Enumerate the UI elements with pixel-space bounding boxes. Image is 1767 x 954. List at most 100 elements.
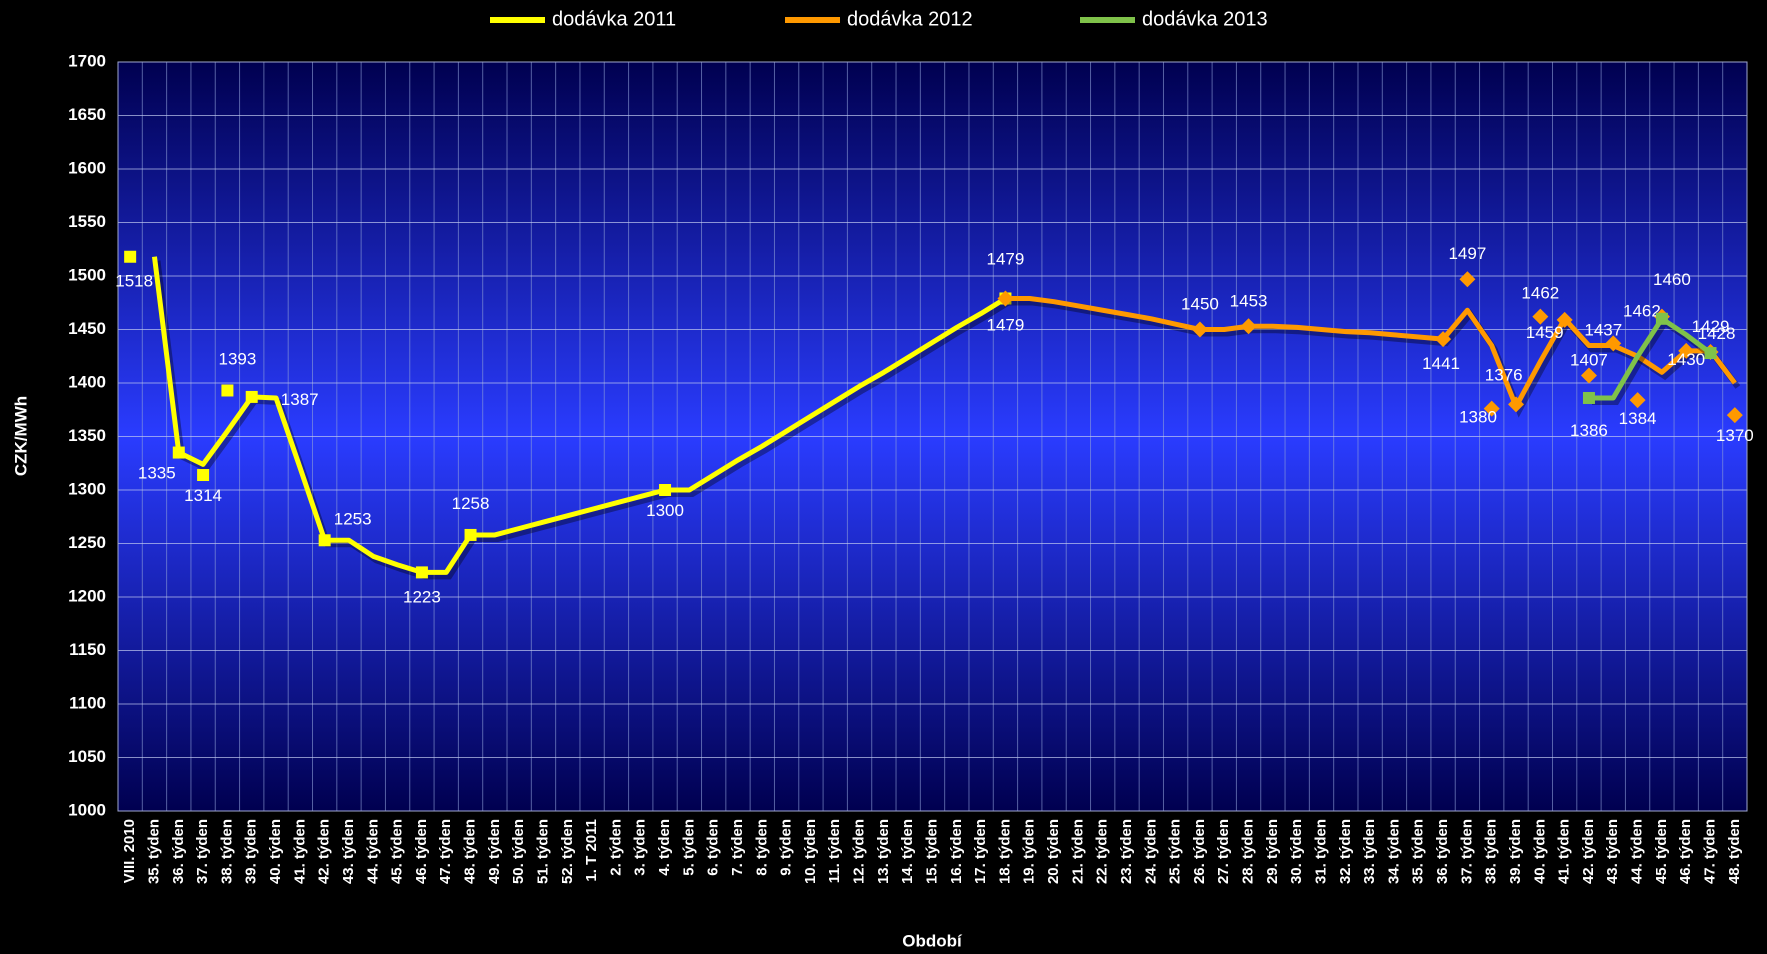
x-tick-label: 10. týden bbox=[802, 819, 819, 884]
y-tick-label: 1150 bbox=[69, 640, 106, 659]
x-tick-label: 16. týden bbox=[948, 819, 965, 884]
x-tick-label: 46. týden bbox=[413, 819, 430, 884]
data-label: 1384 bbox=[1619, 409, 1657, 428]
data-label: 1479 bbox=[987, 249, 1025, 268]
y-tick-label: 1200 bbox=[68, 586, 106, 605]
x-tick-label: 6. týden bbox=[705, 819, 722, 876]
point-marker bbox=[124, 250, 137, 263]
x-tick-label: 14. týden bbox=[899, 819, 916, 884]
point-marker bbox=[415, 566, 428, 579]
x-tick-label: 35. týden bbox=[1410, 819, 1427, 884]
x-tick-label: 39. týden bbox=[1507, 819, 1524, 884]
point-marker bbox=[1240, 318, 1257, 335]
point-marker bbox=[197, 469, 210, 482]
x-tick-label: 29. týden bbox=[1264, 819, 1281, 884]
data-label: 1462 bbox=[1623, 302, 1661, 321]
x-tick-label: 43. týden bbox=[340, 819, 357, 884]
x-tick-label: 38. týden bbox=[1483, 819, 1500, 884]
legend-label: dodávka 2012 bbox=[847, 8, 973, 30]
plot-border bbox=[117, 61, 1748, 812]
x-tick-label: VIII. 2010 bbox=[121, 819, 138, 883]
x-tick-label: 4. týden bbox=[656, 819, 673, 876]
x-tick-label: 42. týden bbox=[1580, 819, 1597, 884]
x-tick-label: 17. týden bbox=[972, 819, 989, 884]
x-tick-label: 24. týden bbox=[1142, 819, 1159, 884]
data-label: 1497 bbox=[1448, 244, 1486, 263]
x-tick-label: 31. týden bbox=[1312, 819, 1329, 884]
x-tick-label: 42. týden bbox=[316, 819, 333, 884]
x-tick-label: 19. týden bbox=[1021, 819, 1038, 884]
data-label: 1314 bbox=[184, 486, 222, 505]
x-tick-label: 30. týden bbox=[1288, 819, 1305, 884]
point-marker bbox=[1678, 342, 1695, 359]
x-tick-label: 20. týden bbox=[1045, 819, 1062, 884]
y-tick-label: 1250 bbox=[68, 533, 106, 552]
point-marker bbox=[1459, 271, 1476, 288]
x-tick-label: 51. týden bbox=[534, 819, 551, 884]
x-tick-label: 45. týden bbox=[1653, 819, 1670, 884]
y-axis-title: CZK/MWh bbox=[11, 396, 30, 476]
point-marker bbox=[1435, 331, 1452, 348]
series-line bbox=[1588, 316, 1713, 401]
y-tick-label: 1700 bbox=[68, 51, 106, 70]
x-tick-label: 32. týden bbox=[1337, 819, 1354, 884]
x-tick-label: 47. týden bbox=[1701, 819, 1718, 884]
y-tick-label: 1450 bbox=[68, 319, 106, 338]
point-marker bbox=[1655, 312, 1668, 325]
point-marker bbox=[1726, 407, 1743, 424]
x-tick-label: 38. týden bbox=[218, 819, 235, 884]
x-tick-label: 43. týden bbox=[1604, 819, 1621, 884]
data-label: 1437 bbox=[1584, 320, 1622, 339]
data-label: 1429 bbox=[1692, 317, 1730, 336]
y-tick-label: 1400 bbox=[68, 372, 106, 391]
x-tick-label: 44. týden bbox=[1629, 819, 1646, 884]
y-tick-label: 1300 bbox=[68, 479, 106, 498]
x-tick-label: 37. týden bbox=[1458, 819, 1475, 884]
x-tick-label: 21. týden bbox=[1069, 819, 1086, 884]
x-tick-label: 40. týden bbox=[1531, 819, 1548, 884]
data-label: 1393 bbox=[218, 349, 256, 368]
point-marker bbox=[1191, 321, 1208, 338]
data-label: 1479 bbox=[987, 315, 1025, 334]
data-label: 1460 bbox=[1653, 270, 1691, 289]
x-tick-label: 37. týden bbox=[194, 819, 211, 884]
x-tick-label: 48. týden bbox=[462, 819, 479, 884]
data-label: 1300 bbox=[646, 501, 684, 520]
y-tick-label: 1550 bbox=[68, 212, 106, 231]
point-marker bbox=[1582, 391, 1595, 404]
x-tick-label: 34. týden bbox=[1385, 819, 1402, 884]
y-tick-label: 1050 bbox=[68, 747, 106, 766]
x-tick-label: 48. týden bbox=[1726, 819, 1743, 884]
data-label: 1462 bbox=[1521, 284, 1559, 303]
x-tick-label: 8. týden bbox=[753, 819, 770, 876]
point-marker bbox=[221, 384, 234, 397]
legend-label: dodávka 2013 bbox=[1142, 8, 1268, 30]
point-marker bbox=[245, 390, 258, 403]
data-label: 1253 bbox=[334, 509, 372, 528]
point-marker bbox=[997, 290, 1014, 307]
data-label: 1370 bbox=[1716, 426, 1754, 445]
point-marker bbox=[1508, 396, 1525, 413]
x-tick-label: 7. týden bbox=[729, 819, 746, 876]
x-tick-label: 2. týden bbox=[607, 819, 624, 876]
x-tick-label: 44. týden bbox=[364, 819, 381, 884]
x-tick-label: 1. T 2011 bbox=[583, 819, 600, 882]
point-marker bbox=[1483, 400, 1500, 417]
point-marker bbox=[1580, 367, 1597, 384]
y-tick-label: 1600 bbox=[68, 158, 106, 177]
x-tick-label: 40. týden bbox=[267, 819, 284, 884]
x-tick-label: 41. týden bbox=[1556, 819, 1573, 884]
x-tick-label: 35. týden bbox=[145, 819, 162, 884]
x-tick-label: 25. týden bbox=[1167, 819, 1184, 884]
x-tick-label: 36. týden bbox=[1434, 819, 1451, 884]
data-label: 1441 bbox=[1422, 354, 1460, 373]
y-tick-label: 1350 bbox=[68, 426, 106, 445]
data-label: 1453 bbox=[1230, 291, 1268, 310]
point-marker bbox=[1532, 308, 1549, 325]
data-label: 1459 bbox=[1526, 323, 1564, 342]
series-line bbox=[151, 256, 1007, 575]
x-tick-label: 36. týden bbox=[170, 819, 187, 884]
x-tick-label: 22. týden bbox=[1094, 819, 1111, 884]
x-tick-label: 13. týden bbox=[875, 819, 892, 884]
